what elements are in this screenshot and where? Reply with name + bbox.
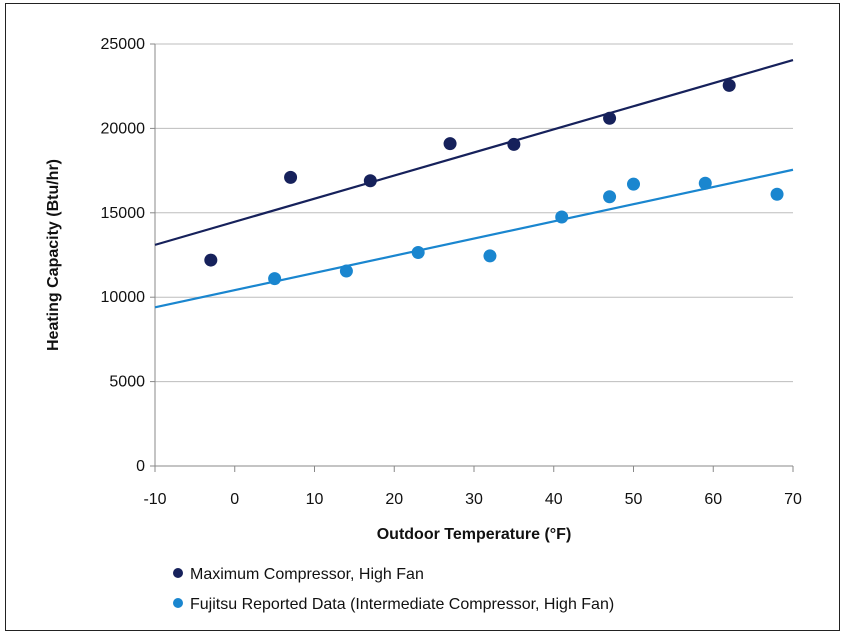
point-series-2-2: [411, 245, 425, 259]
tick-labels: 0 5000 10000 15000 20000 25000 -10 0 10 20 30 40 50 6…: [101, 36, 803, 508]
point-series-1-5: [603, 111, 617, 125]
point-series-1-1: [284, 170, 298, 184]
trendline-series-2: [154, 168, 794, 309]
point-series-1-6: [722, 78, 736, 92]
trendline-series-1: [154, 58, 794, 246]
axes: [150, 43, 794, 472]
y-tick-label: 0: [136, 458, 145, 475]
x-tick-label: -10: [143, 491, 166, 508]
x-tick-label: 40: [545, 491, 563, 508]
point-series-2-0: [268, 272, 282, 286]
point-series-2-5: [603, 190, 617, 204]
point-series-1-4: [507, 137, 521, 151]
legend-label-series-1: Maximum Compressor, High Fan: [190, 566, 424, 583]
point-series-2-8: [770, 187, 784, 201]
legend-marker-series-2: [173, 598, 183, 608]
y-tick-label: 25000: [101, 36, 146, 53]
point-series-2-6: [627, 177, 640, 191]
data-points: [204, 78, 784, 286]
y-tick-label: 5000: [109, 374, 145, 391]
legend-marker-series-1: [173, 568, 183, 578]
y-axis-title: Heating Capacity (Btu/hr): [45, 159, 62, 351]
x-tick-label: 50: [625, 491, 643, 508]
x-axis-title: Outdoor Temperature (°F): [377, 526, 572, 543]
y-tick-label: 20000: [101, 120, 146, 137]
point-series-2-4: [555, 210, 569, 224]
x-tick-label: 60: [704, 491, 722, 508]
trendlines: [154, 58, 794, 309]
legend-label-series-2: Fujitsu Reported Data (Intermediate Comp…: [190, 596, 614, 613]
x-tick-label: 10: [306, 491, 324, 508]
chart-frame: [5, 3, 840, 631]
point-series-1-0: [204, 253, 218, 267]
x-tick-label: 20: [385, 491, 403, 508]
point-series-2-7: [698, 176, 712, 190]
point-series-1-3: [443, 137, 457, 151]
x-tick-label: 0: [230, 491, 239, 508]
point-series-2-3: [483, 249, 497, 263]
point-series-2-1: [339, 264, 353, 278]
x-tick-label: 30: [465, 491, 483, 508]
y-tick-label: 10000: [101, 289, 146, 306]
gridlines: [155, 43, 793, 383]
legend: Maximum Compressor, High Fan Fujitsu Rep…: [173, 566, 614, 613]
x-tick-label: 70: [784, 491, 802, 508]
point-series-1-2: [363, 174, 377, 188]
y-tick-label: 15000: [101, 205, 146, 222]
